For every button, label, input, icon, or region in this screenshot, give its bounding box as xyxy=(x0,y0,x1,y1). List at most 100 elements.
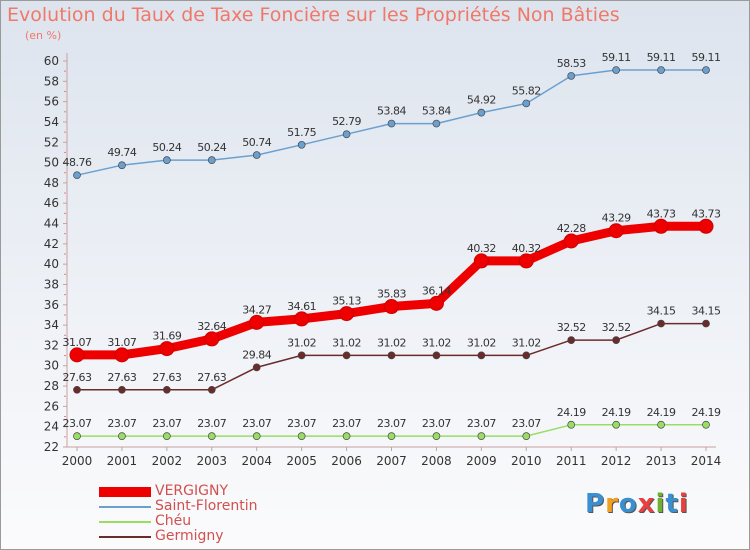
y-tick-label-18: 58 xyxy=(44,74,59,88)
series-1-point-10 xyxy=(522,99,531,108)
legend-swatch-3 xyxy=(99,536,151,538)
series-3-label-2: 27.63 xyxy=(152,371,181,384)
y-tick-label-6: 34 xyxy=(44,318,59,332)
series-1-point-7 xyxy=(387,119,396,128)
series-2-label-7: 23.07 xyxy=(377,417,406,430)
series-3-label-14: 34.15 xyxy=(692,305,721,318)
x-tick-label-7: 2007 xyxy=(376,454,407,468)
series-2-label-5: 23.07 xyxy=(287,417,316,430)
x-tick-label-5: 2005 xyxy=(286,454,317,468)
series-3-label-1: 27.63 xyxy=(107,371,136,384)
series-3-label-0: 27.63 xyxy=(63,371,92,384)
series-2-label-6: 23.07 xyxy=(332,417,361,430)
series-0-point-12 xyxy=(608,223,624,239)
series-2-point-11 xyxy=(567,420,576,429)
y-tick-label-10: 42 xyxy=(44,237,59,251)
y-tick-label-1: 24 xyxy=(44,420,59,434)
logo-letter: r xyxy=(605,489,619,519)
series-0-point-6 xyxy=(339,306,355,322)
series-1-point-12 xyxy=(612,66,620,74)
series-3-label-10: 31.02 xyxy=(512,336,541,349)
legend-swatch-1 xyxy=(99,506,151,508)
series-2-label-9: 23.07 xyxy=(467,417,496,430)
logo-letter: t xyxy=(665,489,679,519)
x-tick-label-12: 2012 xyxy=(601,454,632,468)
series-1-label-12: 59.11 xyxy=(602,51,631,64)
series-2-point-8 xyxy=(432,432,441,440)
series-3-label-7: 31.02 xyxy=(377,336,406,349)
logo-letter: i xyxy=(678,489,689,519)
series-2-point-6 xyxy=(342,432,351,440)
y-tick-label-12: 46 xyxy=(44,196,59,210)
series-0-label-10: 40.32 xyxy=(512,242,541,255)
legend: VERGIGNY Saint-Florentin Chéu Germigny xyxy=(99,484,359,544)
series-3-point-1 xyxy=(118,385,126,394)
y-tick-label-7: 36 xyxy=(44,298,59,312)
series-0-point-11 xyxy=(563,233,579,249)
legend-item-3: Germigny xyxy=(99,529,359,544)
x-tick-label-11: 2011 xyxy=(556,454,587,468)
x-tick-label-0: 2000 xyxy=(62,454,93,468)
logo-letter: P xyxy=(585,489,606,519)
series-1-label-11: 58.53 xyxy=(557,57,586,70)
series-0-point-8 xyxy=(428,295,444,311)
series-1-point-3 xyxy=(207,156,216,164)
legend-label-1: Saint-Florentin xyxy=(155,498,258,514)
series-2-point-4 xyxy=(252,432,261,440)
x-tick-label-6: 2006 xyxy=(331,454,362,468)
y-axis-unit: (en %) xyxy=(25,29,62,42)
series-3-label-13: 34.15 xyxy=(647,305,676,318)
legend-label-3: Germigny xyxy=(155,528,224,544)
series-2-label-14: 24.19 xyxy=(692,406,721,419)
y-tick-label-4: 30 xyxy=(44,359,59,373)
x-tick-label-8: 2008 xyxy=(421,454,452,468)
series-1-label-7: 53.84 xyxy=(377,105,406,118)
series-3-label-4: 29.84 xyxy=(242,348,271,361)
series-1-point-0 xyxy=(73,171,81,180)
series-2-point-10 xyxy=(522,432,531,440)
series-3-point-7 xyxy=(387,351,396,360)
series-2-label-4: 23.07 xyxy=(242,417,271,430)
series-1-point-14 xyxy=(702,66,710,74)
series-2-point-9 xyxy=(477,432,486,440)
series-1-point-9 xyxy=(477,108,486,117)
series-0-point-3 xyxy=(204,331,220,347)
series-1-label-10: 55.82 xyxy=(512,84,541,97)
series-3-point-10 xyxy=(522,351,531,360)
series-3-point-0 xyxy=(73,385,81,394)
series-3-point-4 xyxy=(252,363,261,372)
series-3-point-3 xyxy=(207,385,216,394)
series-0-point-14 xyxy=(698,218,714,234)
x-tick-label-10: 2010 xyxy=(511,454,542,468)
legend-item-2: Chéu xyxy=(99,514,359,529)
series-1-label-6: 52.79 xyxy=(332,115,361,128)
series-0-label-2: 31.69 xyxy=(152,330,181,343)
series-3-label-12: 32.52 xyxy=(602,321,631,334)
series-1-point-4 xyxy=(252,151,261,159)
series-3-label-5: 31.02 xyxy=(287,336,316,349)
x-tick-label-9: 2009 xyxy=(466,454,497,468)
series-1-label-14: 59.11 xyxy=(692,51,721,64)
series-0-label-0: 31.07 xyxy=(63,336,92,349)
chart-title: Evolution du Taux de Taxe Foncière sur l… xyxy=(7,4,620,26)
series-2-point-2 xyxy=(163,432,171,440)
series-3-point-11 xyxy=(567,336,576,344)
series-3-point-6 xyxy=(342,351,351,360)
series-2-label-8: 23.07 xyxy=(422,417,451,430)
series-1-point-13 xyxy=(657,66,665,74)
series-0-point-5 xyxy=(294,311,310,327)
y-tick-label-2: 26 xyxy=(44,399,59,413)
y-tick-label-9: 40 xyxy=(44,257,59,271)
series-1-label-3: 50.24 xyxy=(197,141,226,154)
series-0-label-7: 35.83 xyxy=(377,288,406,301)
y-tick-label-3: 28 xyxy=(44,379,59,393)
series-3-label-9: 31.02 xyxy=(467,336,496,349)
series-0-point-7 xyxy=(384,299,399,315)
y-tick-label-19: 60 xyxy=(44,54,59,68)
series-1-label-4: 50.74 xyxy=(242,136,271,149)
series-0-point-2 xyxy=(159,341,175,357)
series-2-point-0 xyxy=(73,432,81,440)
series-1-point-1 xyxy=(118,161,126,170)
